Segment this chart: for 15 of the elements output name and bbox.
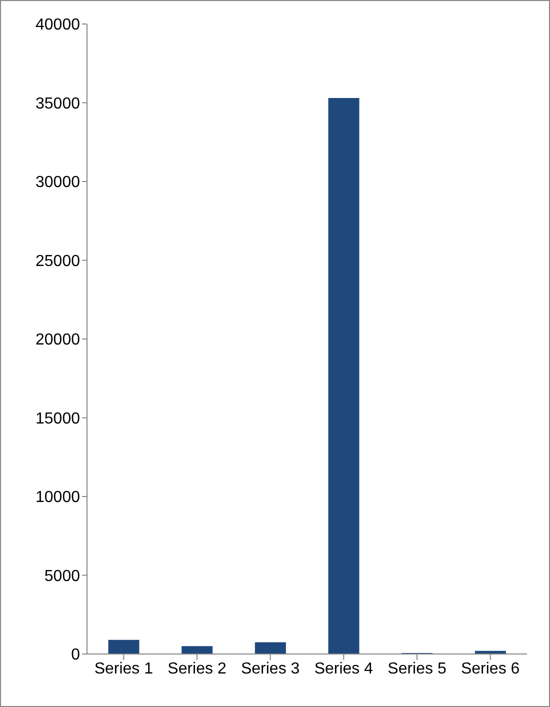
y-tick-label: 40000 <box>36 16 80 34</box>
y-tick-label: 10000 <box>36 489 80 506</box>
y-tick-label: 5000 <box>44 568 80 585</box>
y-tick-label: 25000 <box>36 252 80 270</box>
y-tick-label: 30000 <box>36 174 80 192</box>
y-tick-label: 35000 <box>36 95 80 112</box>
x-tick-label: Series 4 <box>314 660 374 678</box>
x-tick-label: Series 3 <box>240 660 300 678</box>
y-tick-label: 20000 <box>36 332 80 349</box>
x-tick-label: Series 6 <box>460 660 520 678</box>
y-tick-label: 0 <box>71 646 80 664</box>
y-tick-label: 15000 <box>36 410 80 428</box>
x-tick-label: Series 1 <box>94 660 154 678</box>
x-tick-label: Series 5 <box>388 660 446 678</box>
x-tick-label: Series 2 <box>168 660 226 678</box>
